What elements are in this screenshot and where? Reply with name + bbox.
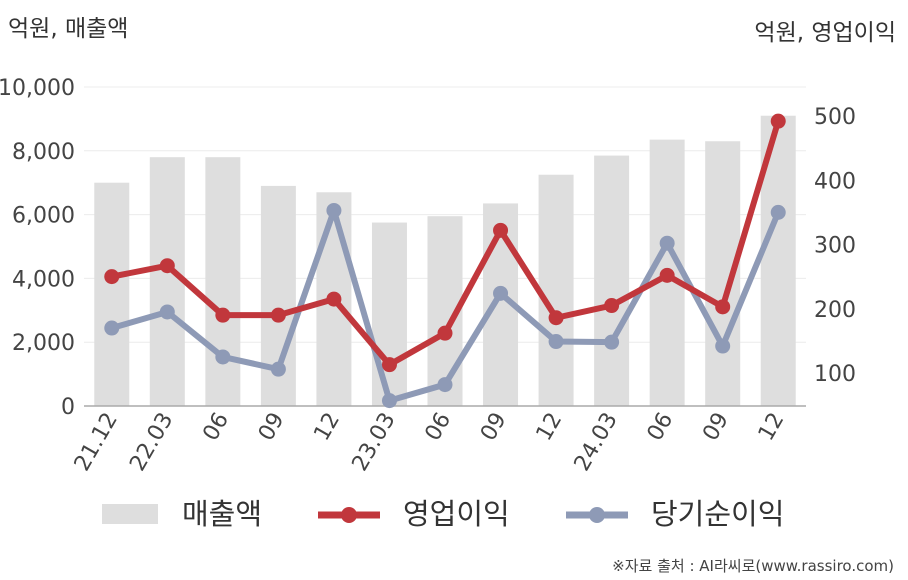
x-tick-label: 06 — [198, 409, 234, 446]
point-net-income — [715, 338, 731, 354]
y-left-tick-label: 0 — [61, 395, 75, 420]
x-tick-label: 06 — [643, 409, 679, 446]
point-net-income — [604, 334, 620, 350]
point-operating-profit — [770, 113, 786, 129]
point-net-income — [770, 204, 786, 220]
y-right-tick-label: 100 — [814, 362, 856, 387]
right-y-axis-ticks: 100 200 300 400 500 — [814, 105, 856, 387]
legend-swatch-revenue — [102, 504, 158, 524]
y-right-tick-label: 500 — [814, 105, 856, 130]
y-right-tick-label: 200 — [814, 298, 856, 323]
point-net-income — [548, 334, 564, 350]
legend-marker-operating-profit — [341, 507, 357, 523]
point-operating-profit — [215, 307, 231, 323]
point-net-income — [270, 361, 286, 377]
x-tick-label: 22.03 — [125, 409, 178, 476]
point-operating-profit — [437, 325, 453, 341]
x-tick-label: 23.03 — [348, 409, 401, 476]
x-tick-label: 09 — [698, 409, 734, 446]
y-right-tick-label: 400 — [814, 169, 856, 194]
point-operating-profit — [715, 299, 731, 315]
legend-label-net-income: 당기순이익 — [651, 497, 784, 531]
right-axis-unit-label: 억원, 영업이익 — [754, 20, 896, 46]
x-tick-label: 06 — [421, 409, 457, 446]
point-net-income — [493, 285, 509, 301]
point-operating-profit — [326, 291, 342, 307]
bar-revenue — [371, 222, 407, 406]
point-operating-profit — [159, 258, 175, 274]
point-operating-profit — [381, 357, 397, 373]
x-tick-label: 21.12 — [70, 409, 123, 476]
point-net-income — [215, 349, 231, 365]
y-left-tick-label: 4,000 — [12, 267, 75, 292]
y-left-tick-label: 6,000 — [12, 204, 75, 229]
y-left-tick-label: 8,000 — [12, 140, 75, 165]
point-operating-profit — [548, 310, 564, 326]
x-axis-ticks: 21.12 22.03 06 09 12 23.03 06 09 12 24.03 06 09 12 — [70, 409, 790, 476]
bar-revenue — [149, 157, 185, 406]
bar-revenue — [205, 157, 241, 406]
y-left-tick-label: 10,000 — [0, 76, 75, 101]
legend: 매출액 영업이익 당기순이익 — [102, 497, 784, 531]
point-net-income — [326, 202, 342, 218]
left-axis-unit-label: 억원, 매출액 — [8, 16, 128, 42]
point-operating-profit — [270, 307, 286, 323]
legend-label-operating-profit: 영업이익 — [403, 497, 510, 531]
legend-label-revenue: 매출액 — [182, 497, 262, 531]
x-tick-label: 12 — [754, 409, 790, 446]
point-net-income — [159, 304, 175, 320]
point-operating-profit — [659, 267, 675, 283]
x-tick-label: 24.03 — [570, 409, 623, 476]
bar-revenue — [538, 174, 574, 406]
x-tick-label: 12 — [309, 409, 345, 446]
x-tick-label: 12 — [532, 409, 568, 446]
source-note: ※자료 출처 : AI라씨로(www.rassiro.com) — [612, 557, 894, 575]
point-net-income — [104, 320, 120, 336]
x-tick-label: 09 — [254, 409, 290, 446]
legend-marker-net-income — [589, 507, 605, 523]
point-net-income — [659, 235, 675, 251]
bar-series-revenue — [94, 115, 796, 407]
line-series — [104, 113, 786, 409]
point-operating-profit — [104, 269, 120, 285]
point-operating-profit — [604, 298, 620, 314]
point-net-income — [437, 377, 453, 393]
y-left-tick-label: 2,000 — [12, 331, 75, 356]
point-operating-profit — [493, 222, 509, 238]
y-right-tick-label: 300 — [814, 234, 856, 259]
left-y-axis-ticks: 0 2,000 4,000 6,000 8,000 10,000 — [0, 76, 75, 420]
point-net-income — [381, 393, 397, 409]
bar-revenue — [94, 182, 130, 406]
x-tick-label: 09 — [476, 409, 512, 446]
bar-revenue — [594, 155, 630, 406]
